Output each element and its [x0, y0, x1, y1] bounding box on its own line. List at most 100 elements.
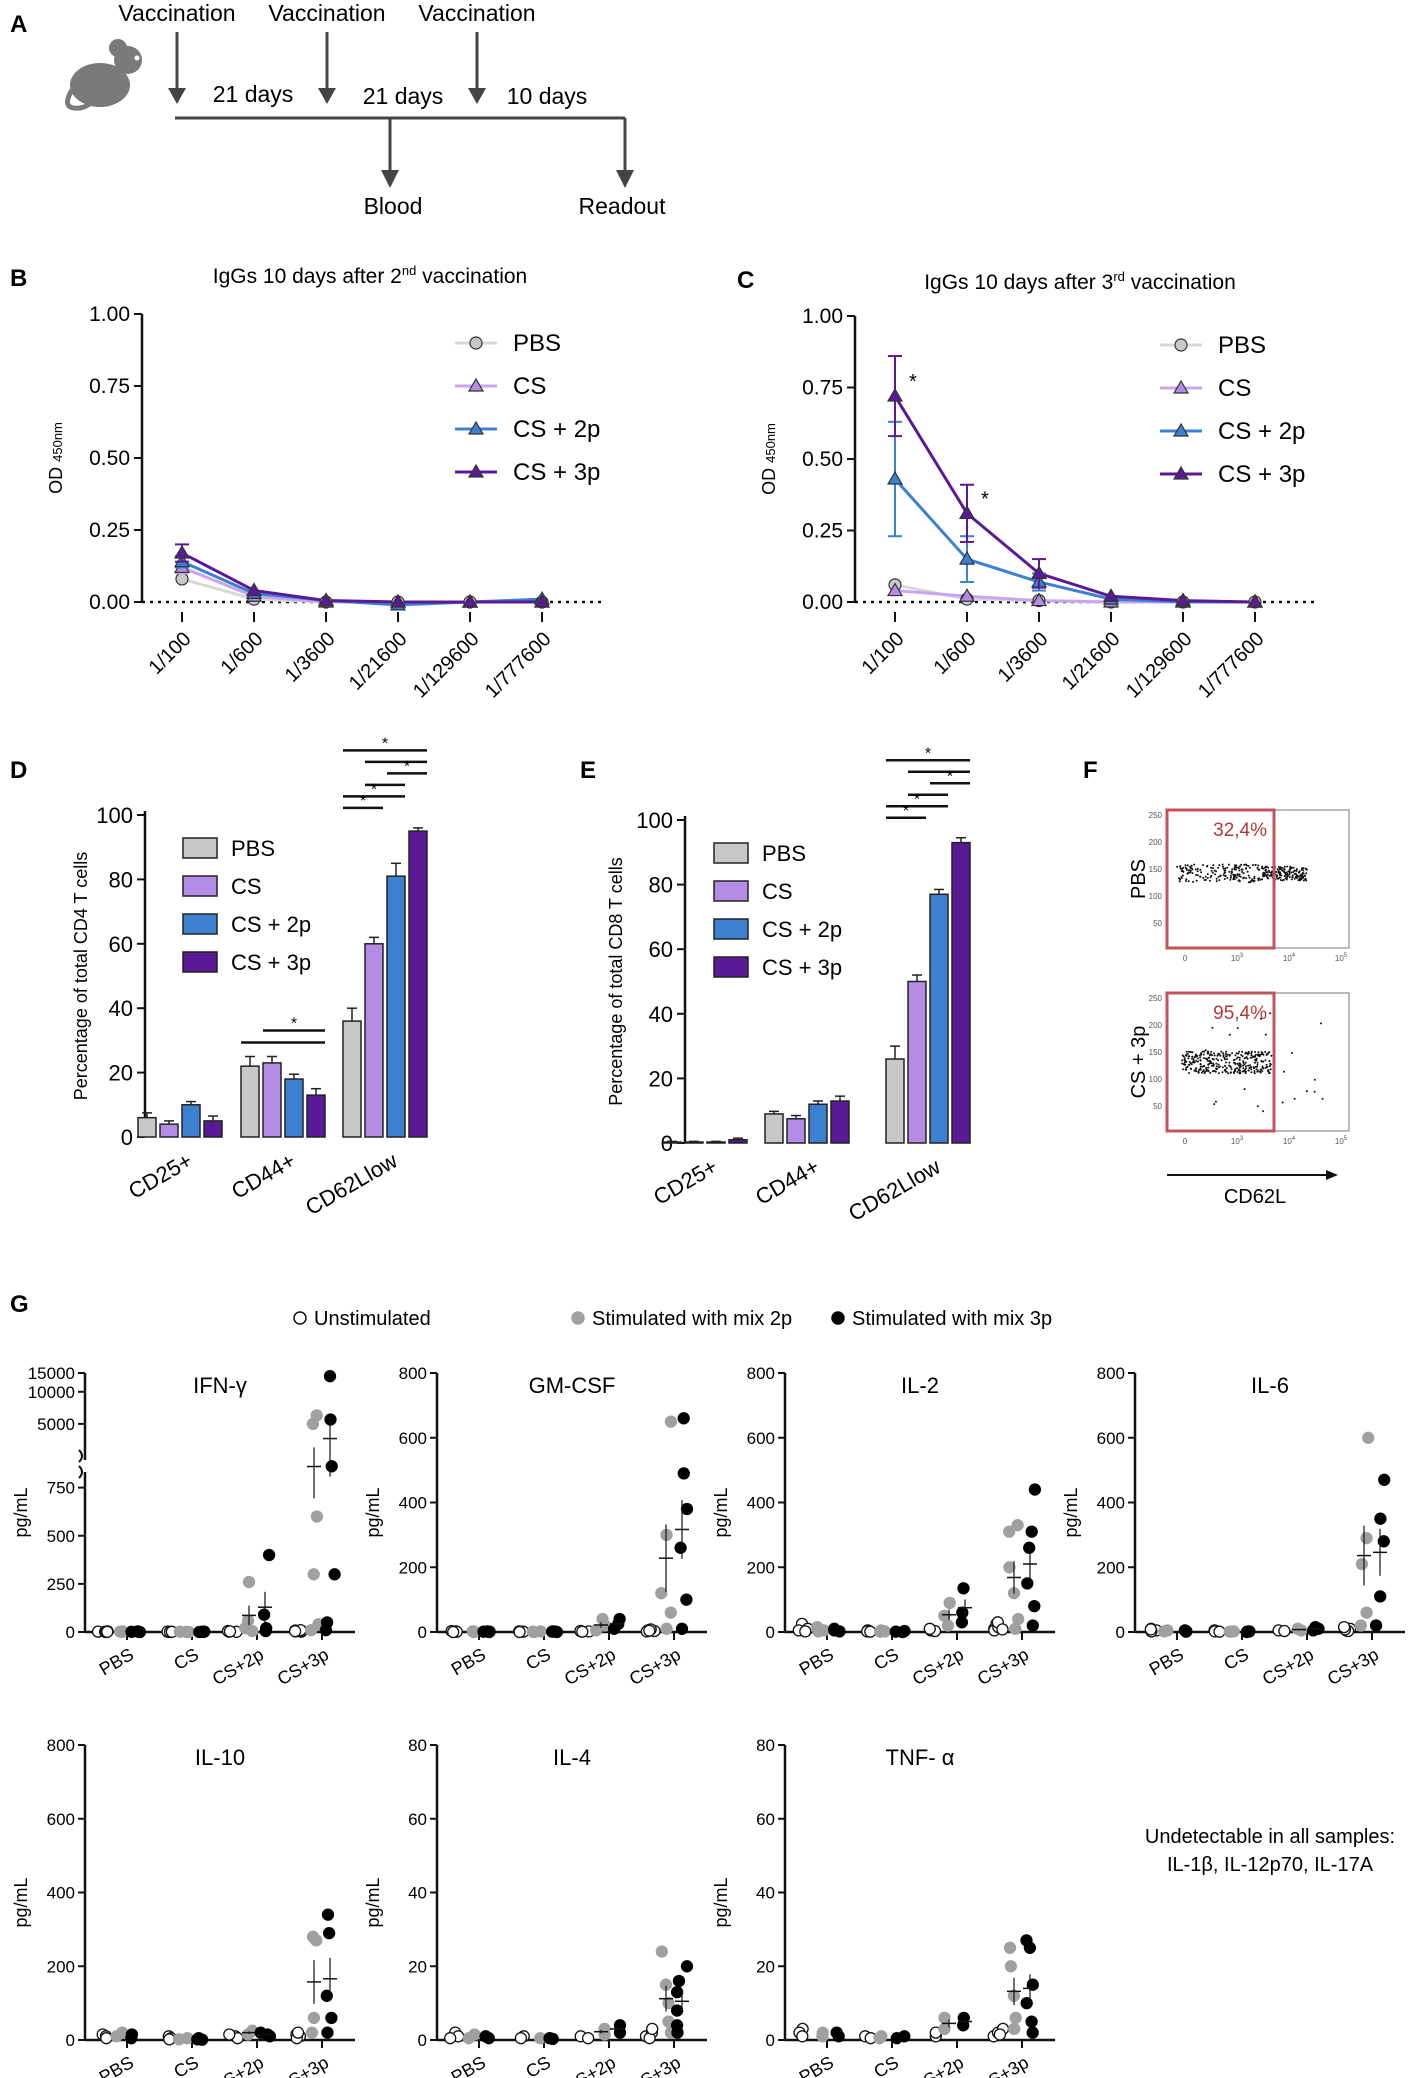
data-point — [1174, 592, 1192, 607]
facs-event-dot — [1181, 874, 1184, 877]
data-point — [1337, 1620, 1351, 1634]
bar — [240, 1065, 260, 1138]
facs-event-dot — [1186, 1052, 1189, 1055]
y-tick-label: 80 — [756, 1736, 775, 1755]
bar — [662, 1141, 682, 1144]
facs-event-dot — [1207, 1057, 1210, 1059]
facs-event-dot — [1266, 873, 1269, 876]
facs-event-dot — [1215, 1067, 1218, 1070]
facs-event-dot — [1195, 1070, 1198, 1073]
timeline-event-label: Vaccination — [118, 0, 235, 26]
data-point — [323, 1370, 337, 1383]
facs-event-dot — [1227, 1072, 1230, 1075]
data-point — [321, 1908, 335, 1921]
facs-event-dot — [1297, 871, 1300, 874]
y-tick-label: 40 — [649, 1002, 673, 1027]
cytokine-panel: 0 20 40 60 80 pg/mL TNF- α PBS CS CS+2p CS+3p — [711, 1736, 1055, 2078]
facs-event-dot — [1282, 878, 1285, 881]
facs-event-dot — [1257, 1051, 1260, 1054]
facs-event-dot — [1241, 868, 1244, 871]
data-point — [172, 2033, 186, 2046]
y-tick-label: 0.75 — [802, 377, 843, 400]
data-point — [581, 2032, 595, 2045]
facs-event-dot — [1304, 874, 1307, 877]
facs-event-dot — [1276, 868, 1279, 871]
facs-gate-percent: 32,4% — [1213, 820, 1267, 841]
facs-event-dot — [1254, 863, 1257, 866]
facs-event-dot — [1218, 864, 1221, 867]
bar — [386, 875, 406, 1138]
facs-event-dot — [1210, 866, 1213, 869]
significance-star: * — [903, 803, 909, 820]
facs-event-dot — [1239, 1069, 1241, 1072]
facs-event-dot — [1210, 869, 1213, 872]
facs-event-dot — [1229, 1065, 1232, 1068]
facs-event-dot — [1199, 1067, 1202, 1070]
facs-event-dot — [1256, 1061, 1259, 1064]
x-tick-label: CS+3p — [274, 1644, 332, 1689]
facs-event-dot — [1238, 880, 1241, 883]
facs-event-dot — [1247, 881, 1250, 884]
bar — [885, 1058, 905, 1144]
facs-event-dot — [1297, 875, 1300, 878]
y-axis-label: OD 450nm — [46, 422, 66, 494]
facs-event-dot — [1180, 877, 1183, 880]
y-tick-label: 200 — [399, 1558, 427, 1577]
data-point — [680, 1593, 693, 1606]
bar — [808, 1103, 828, 1144]
facs-event-dot — [1214, 1100, 1217, 1103]
facs-event-dot — [1236, 1062, 1239, 1065]
data-point — [1003, 1561, 1016, 1574]
data-point — [317, 592, 335, 607]
legend-swatch — [182, 837, 218, 859]
data-point — [886, 470, 904, 485]
y-axis-label: OD 450nm — [759, 423, 779, 495]
bar — [728, 1139, 748, 1144]
facs-event-dot — [1248, 866, 1251, 869]
x-tick-label: PBS — [1146, 1644, 1187, 1679]
facs-event-dot — [1225, 1055, 1228, 1058]
facs-event-dot — [1269, 1068, 1272, 1071]
data-point — [307, 1568, 320, 1581]
facs-event-dot — [1195, 1059, 1198, 1062]
y-tick-label: 1.00 — [802, 305, 843, 328]
timeline-interval-label: 21 days — [213, 81, 294, 107]
facs-event-dot — [1238, 1058, 1241, 1061]
bar — [137, 1116, 157, 1138]
facs-event-dot — [1231, 1052, 1234, 1055]
data-point — [242, 1575, 256, 1589]
x-tick-label: CS+3p — [626, 2052, 684, 2078]
y-tick-label: 80 — [408, 1736, 427, 1755]
facs-event-dot — [1277, 877, 1280, 880]
bar — [342, 1020, 362, 1138]
facs-event-dot — [1262, 1060, 1265, 1063]
timeline-event-label: Vaccination — [268, 0, 385, 26]
facs-event-dot — [1253, 877, 1256, 880]
data-point — [477, 1625, 490, 1638]
y-tick-label: 200 — [1097, 1558, 1125, 1577]
legend-marker — [1172, 465, 1190, 480]
facs-event-dot — [1255, 1058, 1258, 1061]
facs-event-dot — [1278, 874, 1281, 876]
facs-event-dot — [1215, 1057, 1218, 1060]
facs-event-dot — [1199, 1063, 1202, 1066]
y-tick-label: 0 — [766, 1623, 775, 1642]
y-tick-label: 60 — [408, 1810, 427, 1829]
facs-event-dot — [1222, 865, 1224, 868]
facs-event-dot — [1302, 872, 1305, 875]
facs-event-dot — [1199, 1065, 1202, 1068]
legend-swatch — [713, 956, 749, 978]
y-axis-label: pg/mL — [711, 1877, 731, 1927]
facs-event-dot — [1247, 1064, 1250, 1067]
data-point — [241, 2028, 255, 2041]
data-point — [319, 1623, 333, 1637]
facs-event-dot — [1199, 1059, 1202, 1062]
x-tick-label: CS — [870, 1644, 902, 1674]
y-tick-label: 0 — [66, 1623, 75, 1642]
facs-x-tick: 103 — [1231, 1136, 1244, 1146]
facs-event-dot — [1190, 1051, 1193, 1054]
facs-event-dot — [1313, 1090, 1316, 1093]
facs-event-dot — [1264, 1066, 1267, 1069]
facs-event-dot — [1250, 1068, 1253, 1071]
